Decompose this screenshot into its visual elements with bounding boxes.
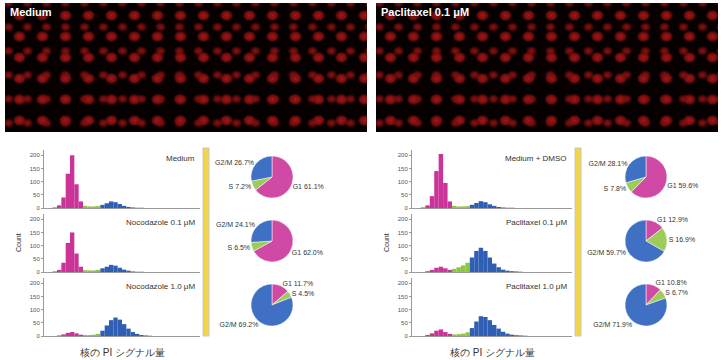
svg-text:0: 0 [36,333,40,339]
svg-text:50: 50 [33,320,40,326]
svg-text:150: 150 [398,230,409,236]
svg-text:100: 100 [30,243,41,249]
svg-text:0: 0 [404,333,408,339]
svg-text:200: 200 [30,280,41,286]
svg-text:150: 150 [398,166,409,172]
svg-text:G2/M 71.9%: G2/M 71.9% [593,321,632,328]
svg-text:150: 150 [30,166,41,172]
svg-text:200: 200 [30,152,41,158]
svg-text:S 16.9%: S 16.9% [669,236,695,243]
svg-text:100: 100 [398,243,409,249]
svg-text:G1 62.0%: G1 62.0% [292,249,323,256]
svg-text:100: 100 [398,179,409,185]
svg-text:Medium + DMSO: Medium + DMSO [505,154,567,163]
html-text:Paclitaxel 0.1 μM: Paclitaxel 0.1 μM [381,6,470,18]
svg-text:50: 50 [401,320,408,326]
svg-text:100: 100 [30,179,41,185]
svg-text:核の PI シグナル量: 核の PI シグナル量 [449,347,535,358]
svg-text:Count: Count [383,233,390,252]
svg-text:50: 50 [33,192,40,198]
svg-text:G2/M 26.7%: G2/M 26.7% [215,159,254,166]
html-text:Medium: Medium [10,6,52,18]
svg-text:Nocodazole 1.0 μM: Nocodazole 1.0 μM [126,282,195,291]
svg-text:G1 11.7%: G1 11.7% [283,280,314,287]
svg-text:Medium: Medium [166,154,195,163]
svg-text:100: 100 [398,307,409,313]
svg-text:0: 0 [36,205,40,211]
svg-text:G2/M 28.1%: G2/M 28.1% [589,160,628,167]
svg-text:S 6.7%: S 6.7% [665,289,688,296]
svg-text:Paclitaxel 1.0 μM: Paclitaxel 1.0 μM [506,282,567,291]
svg-text:50: 50 [401,192,408,198]
svg-text:G2/M 59.7%: G2/M 59.7% [587,249,626,256]
svg-text:Paclitaxel 0.1 μM: Paclitaxel 0.1 μM [506,218,567,227]
svg-text:S 7.8%: S 7.8% [604,185,627,192]
svg-text:200: 200 [30,216,41,222]
svg-text:Nocodazole 0.1 μM: Nocodazole 0.1 μM [126,218,195,227]
svg-text:G1 61.1%: G1 61.1% [293,183,324,190]
svg-text:S 6.5%: S 6.5% [228,244,251,251]
svg-text:50: 50 [401,256,408,262]
svg-text:200: 200 [398,280,409,286]
svg-text:G2/M 69.2%: G2/M 69.2% [220,321,259,328]
svg-text:S 7.2%: S 7.2% [229,183,252,190]
svg-text:G1 12.9%: G1 12.9% [657,216,688,223]
svg-text:150: 150 [30,230,41,236]
svg-text:核の PI シグナル量: 核の PI シグナル量 [79,347,165,358]
svg-text:150: 150 [30,294,41,300]
svg-text:0: 0 [404,269,408,275]
svg-text:150: 150 [398,294,409,300]
svg-text:200: 200 [398,216,409,222]
svg-text:50: 50 [33,256,40,262]
svg-text:100: 100 [30,307,41,313]
svg-text:0: 0 [36,269,40,275]
svg-text:S 4.5%: S 4.5% [292,290,315,297]
svg-text:G2/M 24.1%: G2/M 24.1% [216,221,255,228]
svg-text:200: 200 [398,152,409,158]
svg-text:G1 10.8%: G1 10.8% [656,279,687,286]
svg-text:Count: Count [15,233,22,252]
svg-text:G1 59.6%: G1 59.6% [667,182,698,189]
svg-text:0: 0 [404,205,408,211]
